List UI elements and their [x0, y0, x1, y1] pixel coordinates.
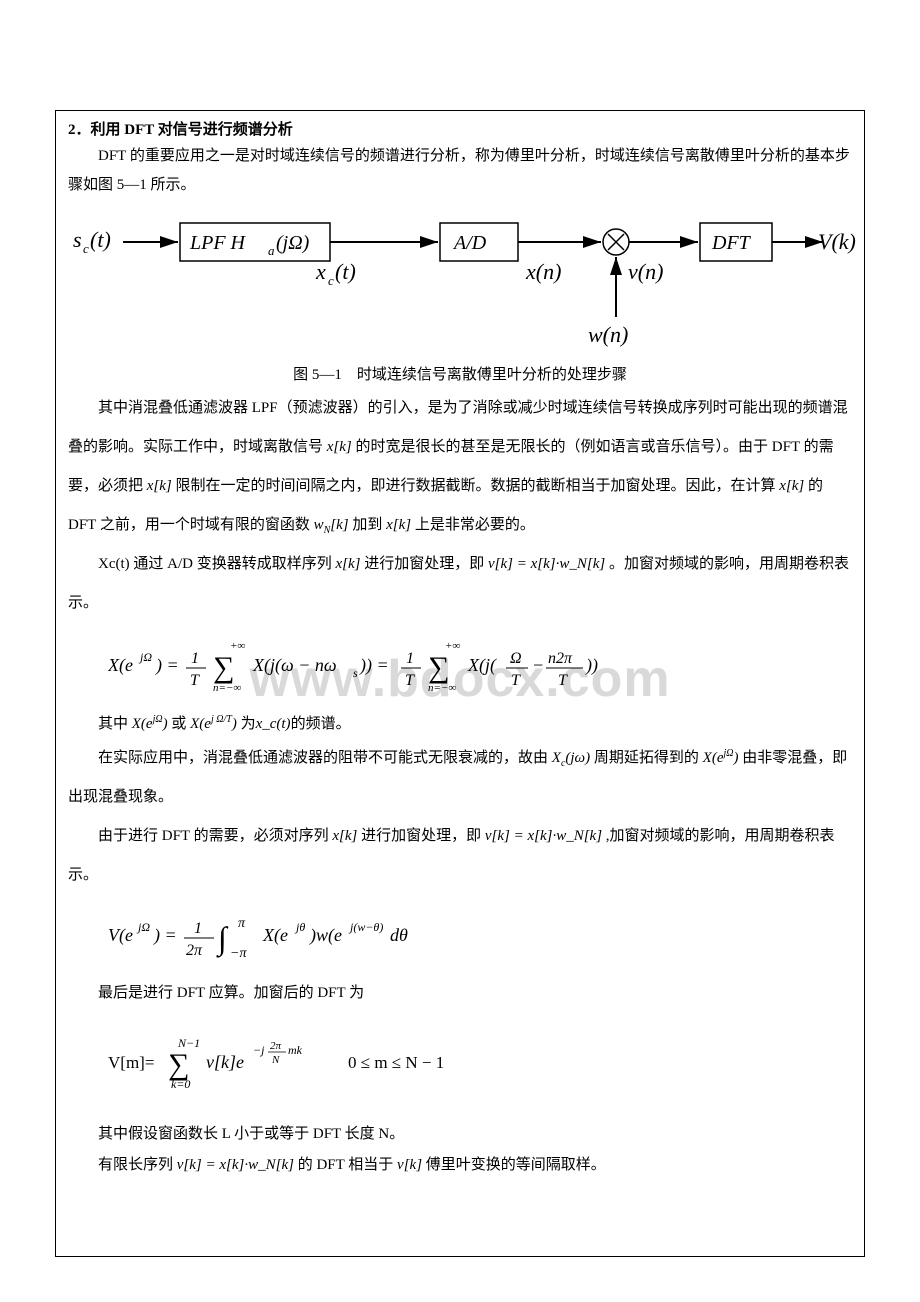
paragraph-sampling: 有限长序列 v[k] = x[k]·w_N[k] 的 DFT 相当于 v[k] …: [68, 1149, 852, 1182]
svg-text:V(e: V(e: [108, 925, 133, 946]
svg-text:T: T: [405, 672, 415, 689]
svg-text:T: T: [190, 672, 200, 689]
paragraph-final-dft: 最后是进行 DFT 应算。加窗后的 DFT 为: [68, 979, 852, 1008]
svg-text:) =: ) =: [155, 655, 179, 676]
svg-text:mk: mk: [288, 1043, 303, 1057]
document-content: 2．利用 DFT 对信号进行频谱分析 DFT 的重要应用之一是对时域连续信号的频…: [68, 118, 852, 1182]
svg-text:∑: ∑: [428, 651, 449, 684]
svg-text:)): )): [585, 655, 598, 676]
svg-text:N: N: [271, 1054, 280, 1066]
svg-text:X(j(ω − nω: X(j(ω − nω: [252, 655, 337, 676]
svg-text:−: −: [532, 655, 544, 675]
svg-text:1: 1: [406, 650, 414, 667]
paragraph-window-length: 其中假设窗函数长 L 小于或等于 DFT 长度 N。: [68, 1120, 852, 1149]
svg-text:1: 1: [191, 650, 199, 667]
svg-text:n2π: n2π: [548, 650, 573, 667]
paragraph-lpf: 其中消混叠低通滤波器 LPF（预滤波器）的引入，是为了消除或减少时域连续信号转换…: [68, 389, 852, 545]
svg-text:x: x: [315, 259, 326, 284]
paragraph-windowing: 由于进行 DFT 的需要，必须对序列 x[k] 进行加窗处理，即 v[k] = …: [68, 817, 852, 895]
svg-text:X(e: X(e: [262, 925, 288, 946]
svg-text:0 ≤ m ≤ N − 1: 0 ≤ m ≤ N − 1: [348, 1053, 444, 1072]
svg-text:(t): (t): [90, 227, 111, 252]
paragraph-intro: DFT 的重要应用之一是对时域连续信号的频谱进行分析，称为傅里叶分析，时域连续信…: [68, 142, 852, 199]
svg-text:jΩ: jΩ: [136, 920, 150, 934]
paragraph-aliasing: 在实际应用中，消混叠低通滤波器的阻带不可能式无限衰减的，故由 Xc(jω) 周期…: [68, 739, 852, 817]
paragraph-spectrum-note: 其中 X(ejΩ) 或 X(ej Ω/T) 为x_c(t)的频谱。: [68, 710, 852, 739]
svg-text:k=0: k=0: [171, 1077, 190, 1090]
svg-text:V[m]=: V[m]=: [108, 1053, 154, 1072]
ad-block-label: A/D: [452, 232, 487, 254]
svg-text:n=−∞: n=−∞: [428, 682, 456, 693]
svg-text:−j: −j: [253, 1043, 265, 1057]
svg-text:X(j(: X(j(: [467, 655, 497, 676]
svg-text:)w(e: )w(e: [309, 925, 342, 946]
svg-text:(t): (t): [335, 259, 356, 284]
svg-text:jθ: jθ: [294, 920, 305, 934]
svg-text:∫: ∫: [216, 920, 229, 958]
svg-text:T: T: [511, 672, 521, 689]
svg-text:jΩ: jΩ: [138, 650, 152, 664]
svg-text:dθ: dθ: [390, 925, 408, 945]
svg-text:) =: ) =: [153, 925, 177, 946]
svg-text:s: s: [73, 227, 82, 252]
svg-text:v(n): v(n): [628, 259, 663, 284]
svg-text:∑: ∑: [213, 651, 234, 684]
svg-text:1: 1: [194, 920, 202, 937]
svg-text:j(w−θ): j(w−θ): [348, 920, 383, 934]
svg-text:Ω: Ω: [510, 650, 522, 667]
svg-text:−π: −π: [230, 946, 247, 961]
formula-convolution: V(e jΩ ) = 1 2π ∫ π −π X(e jθ )w(e j(w−θ…: [108, 907, 852, 967]
formula-dft: V[m]= N−1 ∑ k=0 v[k]e −j 2π N mk 0 ≤ m ≤…: [108, 1032, 852, 1095]
dft-block-label: DFT: [711, 232, 752, 254]
svg-text:)) =: )) =: [359, 655, 389, 676]
diagram-caption: 图 5—1 时域连续信号离散傅里叶分析的处理步骤: [68, 363, 852, 384]
svg-text:(jΩ): (jΩ): [276, 232, 310, 254]
svg-text:s: s: [353, 666, 358, 680]
svg-text:w(n): w(n): [588, 322, 628, 347]
block-diagram: s c (t) LPF H a (jΩ) x c (t) A/D: [68, 217, 852, 384]
svg-text:2π: 2π: [270, 1040, 282, 1052]
svg-text:x(n): x(n): [525, 259, 561, 284]
svg-text:T: T: [558, 672, 568, 689]
svg-text:a: a: [268, 243, 275, 258]
svg-text:v[k]e: v[k]e: [206, 1052, 244, 1072]
svg-text:X(e: X(e: [108, 655, 133, 676]
section-title: 2．利用 DFT 对信号进行频谱分析: [68, 118, 852, 139]
lpf-block-label: LPF H: [189, 232, 247, 254]
formula-spectrum-periodic: X(e jΩ ) = 1 T +∞ ∑ n=−∞ X(j(ω − nω s ))…: [108, 635, 852, 698]
svg-text:π: π: [238, 916, 246, 931]
paragraph-ad: Xc(t) 通过 A/D 变换器转成取样序列 x[k] 进行加窗处理，即 v[k…: [68, 545, 852, 623]
svg-text:n=−∞: n=−∞: [213, 682, 241, 693]
svg-text:V(k): V(k): [818, 229, 856, 254]
svg-text:c: c: [328, 273, 334, 288]
svg-text:2π: 2π: [186, 942, 203, 959]
svg-text:c: c: [83, 241, 89, 256]
